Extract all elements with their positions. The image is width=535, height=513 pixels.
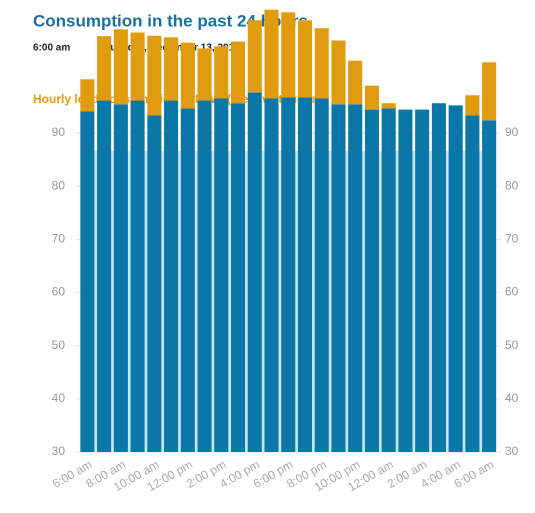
y-tick-label: 90 [52, 125, 66, 139]
bar-segment [331, 40, 346, 105]
bar-segment [482, 62, 497, 121]
y2-tick-label: 30 [505, 444, 519, 458]
bar-segment [297, 97, 313, 453]
bar-segment [197, 48, 212, 101]
bar-segment [364, 85, 379, 110]
bar-segment [130, 100, 145, 453]
bar-segment [482, 120, 497, 453]
bar-segment [415, 109, 430, 453]
bar-segment [364, 109, 379, 453]
y-tick-label: 40 [52, 391, 66, 405]
y-tick-label: 60 [52, 285, 66, 299]
bar-segment [80, 111, 95, 453]
bar-segment [230, 103, 246, 452]
y-tick-label: 30 [52, 444, 66, 458]
bar-segment [281, 97, 296, 453]
bar-segment [97, 100, 112, 453]
bar-segment [297, 20, 313, 98]
bar-segment [281, 12, 296, 98]
bar-segment [314, 98, 329, 453]
bar-segment [147, 115, 162, 452]
bar-segment [465, 95, 480, 116]
bar-segment [381, 108, 396, 452]
y2-tick-label: 50 [505, 338, 519, 352]
y2-tick-label: 80 [505, 178, 519, 192]
y-tick-label: 50 [52, 338, 66, 352]
bar-segment [80, 79, 95, 112]
bar-segment [348, 60, 363, 105]
bar-segment [247, 92, 262, 453]
y-tick-label: 80 [52, 178, 66, 192]
bar-segment [180, 42, 195, 109]
bar-segment [314, 28, 329, 99]
bar-segment [264, 98, 279, 453]
bar-segment [164, 37, 179, 101]
bar-segment [431, 103, 446, 452]
bar-segment [348, 104, 363, 452]
bar-segment [130, 32, 145, 101]
bar-segment [398, 109, 413, 453]
y2-tick-label: 40 [505, 391, 519, 405]
bar-segment [147, 35, 162, 116]
bar-segment [448, 105, 463, 452]
bar-segment [331, 104, 346, 452]
bar-segment [465, 115, 480, 452]
y-tick-label: 70 [52, 232, 66, 246]
y2-tick-label: 70 [505, 232, 519, 246]
bar-segment [264, 9, 279, 99]
time: 6:00 am [33, 43, 70, 54]
bar-segment [180, 108, 195, 452]
bar-segment [164, 100, 179, 453]
bar-segment [113, 104, 128, 452]
bar-segment [197, 100, 212, 453]
y2-tick-label: 90 [505, 125, 519, 139]
bar-segment [214, 98, 229, 453]
page-title: Consumption in the past 24 hours [33, 11, 308, 30]
bar-segment [214, 46, 229, 99]
bar-segment [247, 20, 262, 93]
bar-segment [230, 41, 246, 104]
bar-segment [97, 36, 112, 101]
bar-segment [381, 103, 396, 109]
bar-segment [113, 29, 128, 105]
y2-tick-label: 60 [505, 285, 519, 299]
